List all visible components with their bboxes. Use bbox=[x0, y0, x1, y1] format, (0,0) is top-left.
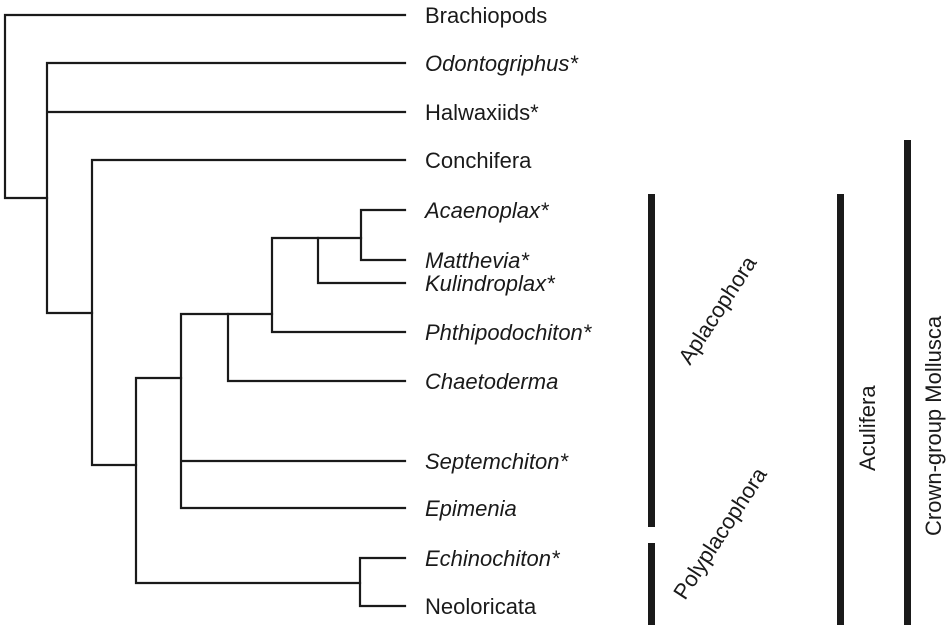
branch-node-phthipodochiton bbox=[270, 236, 407, 334]
branch-node-aculifera bbox=[134, 376, 362, 585]
aculifera-bar bbox=[837, 194, 844, 625]
branch-node-polyplacophora bbox=[358, 556, 407, 608]
taxon-label-neoloricata: Neoloricata bbox=[425, 594, 537, 619]
taxon-label-phthipodochiton: Phthipodochiton* bbox=[425, 320, 593, 345]
polyplacophora-bar bbox=[648, 543, 655, 625]
branch-node-kulindroplax bbox=[316, 236, 407, 285]
taxon-label-echinochiton: Echinochiton* bbox=[425, 546, 561, 571]
taxon-label-septemchiton: Septemchiton* bbox=[425, 449, 570, 474]
taxon-label-halwaxiids: Halwaxiids* bbox=[425, 100, 539, 125]
branch-node-aplacophora-base bbox=[179, 312, 407, 510]
taxon-label-conchifera: Conchifera bbox=[425, 148, 532, 173]
branch-node-mollusca-stem bbox=[45, 61, 407, 315]
branch-node-chaetoderma bbox=[226, 312, 407, 383]
branch-node-acaenoplax-matthevia bbox=[359, 208, 407, 262]
crown-group-mollusca-bar bbox=[904, 140, 911, 625]
taxon-label-kulindroplax: Kulindroplax* bbox=[425, 271, 556, 296]
taxon-label-brachiopods: Brachiopods bbox=[425, 3, 547, 28]
taxon-label-epimenia: Epimenia bbox=[425, 496, 517, 521]
branch-node-crown bbox=[90, 158, 407, 467]
taxon-label-odontogriphus: Odontogriphus* bbox=[425, 51, 579, 76]
taxon-label-chaetoderma: Chaetoderma bbox=[425, 369, 558, 394]
aculifera-label: Aculifera bbox=[855, 385, 880, 471]
aplacophora-bar bbox=[648, 194, 655, 527]
taxon-label-acaenoplax: Acaenoplax* bbox=[423, 198, 550, 223]
aplacophora-label: Aplacophora bbox=[673, 251, 762, 369]
clade-bars bbox=[648, 140, 911, 625]
taxon-labels: Brachiopods Odontogriphus* Halwaxiids* C… bbox=[423, 3, 593, 619]
polyplacophora-label: Polyplacophora bbox=[668, 462, 772, 603]
branch-root bbox=[3, 13, 407, 200]
taxon-label-matthevia: Matthevia* bbox=[425, 248, 530, 273]
crown-group-mollusca-label: Crown-group Mollusca bbox=[921, 315, 946, 536]
tree-branches bbox=[3, 13, 407, 608]
